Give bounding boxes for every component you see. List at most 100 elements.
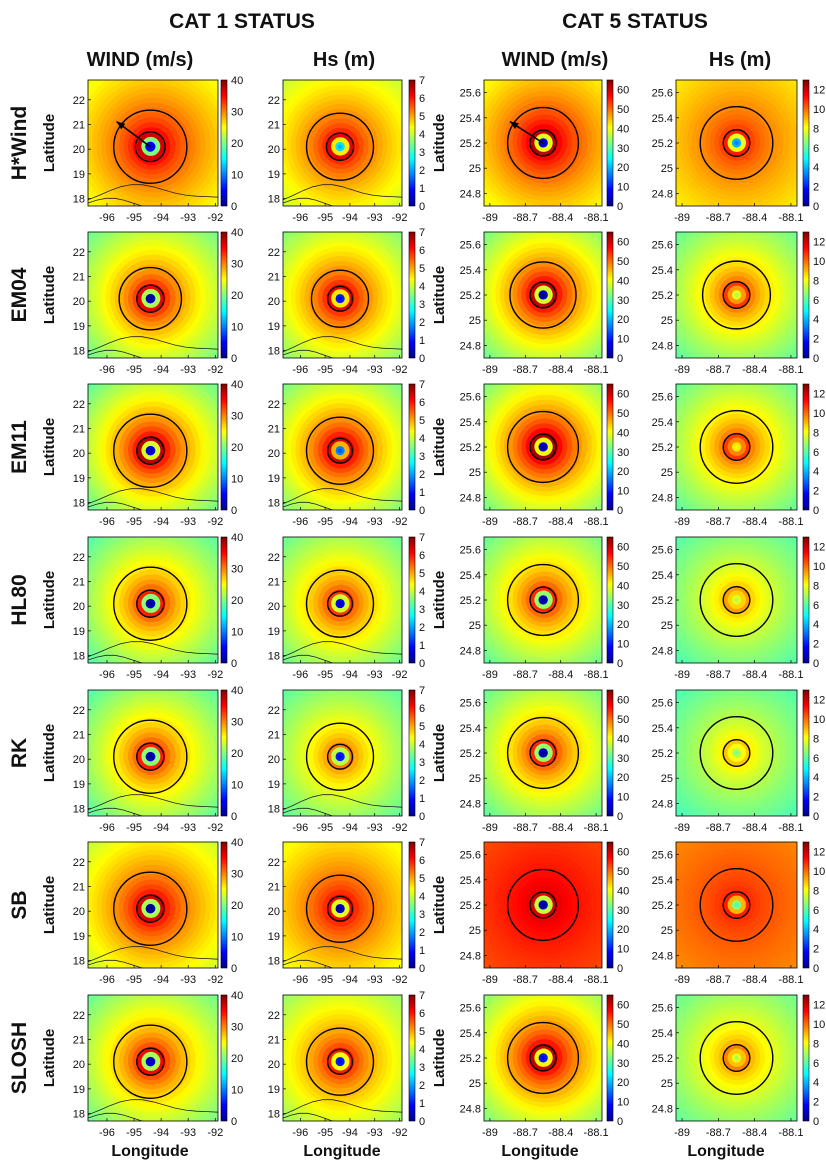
colorbar-tick-label: 40 bbox=[231, 990, 243, 1002]
panel-frame bbox=[282, 536, 403, 664]
x-tick-label: -93 bbox=[180, 822, 196, 834]
x-tick-label: -92 bbox=[207, 364, 223, 376]
colorbar-tick-label: 2 bbox=[813, 486, 819, 498]
colorbar bbox=[606, 841, 614, 969]
colorbar-tick-label: 6 bbox=[419, 397, 425, 409]
colorbar-tick-label: 0 bbox=[419, 811, 425, 823]
x-tick-label: -88.7 bbox=[513, 974, 538, 986]
colorbar-tick-label: 6 bbox=[419, 1008, 425, 1020]
colorbar-tick-label: 4 bbox=[419, 129, 425, 141]
colorbar-tick-label: 7 bbox=[419, 227, 425, 239]
y-tick-label: 25 bbox=[469, 163, 481, 175]
outer-radius-circle bbox=[113, 871, 188, 946]
y-tick-label: 22 bbox=[73, 552, 85, 564]
colorbar-tick-label: 2 bbox=[813, 1097, 819, 1109]
y-axis-label: Latitude bbox=[431, 724, 448, 782]
y-axis-label: Latitude bbox=[431, 114, 448, 172]
storm-eye-core bbox=[734, 1055, 739, 1061]
colorbar-tick-label: 2 bbox=[419, 317, 425, 329]
colorbar-tick-label: 4 bbox=[813, 314, 819, 326]
colorbar-tick-label: 0 bbox=[231, 1116, 237, 1128]
y-tick-label: 25.4 bbox=[460, 265, 481, 277]
y-tick-label: 25.6 bbox=[652, 698, 673, 710]
y-tick-label: 24.8 bbox=[460, 340, 481, 352]
y-tick-label: 25.2 bbox=[652, 595, 673, 607]
y-tick-label: 25 bbox=[469, 1078, 481, 1090]
colorbar-tick-label: 10 bbox=[617, 486, 629, 498]
colorbar-tick-label: 4 bbox=[419, 1044, 425, 1056]
y-tick-label: 25 bbox=[469, 467, 481, 479]
x-tick-label: -96 bbox=[292, 669, 308, 681]
colorbar-tick-label: 0 bbox=[617, 658, 623, 670]
x-axis-label-col2: Longitude bbox=[303, 1143, 380, 1160]
coastline bbox=[283, 946, 402, 963]
colorbar-tick-label: 1 bbox=[419, 945, 425, 957]
y-tick-label: 22 bbox=[73, 95, 85, 107]
y-tick-label: 25.6 bbox=[652, 850, 673, 862]
colorbar-tick-label: 5 bbox=[419, 721, 425, 733]
coastline bbox=[88, 959, 145, 968]
coastline bbox=[283, 184, 402, 201]
x-tick-label: -94 bbox=[153, 822, 169, 834]
y-tick-label: 22 bbox=[268, 247, 280, 259]
y-tick-label: 25 bbox=[661, 773, 673, 785]
colorbar-tick-label: 20 bbox=[617, 1077, 629, 1089]
panel-slosh-col4: 25.6 25.4 25.2 25 24.8-89 -88.7 -88.4 -88.1 12 10… bbox=[652, 994, 825, 1139]
x-tick-label: -95 bbox=[317, 669, 333, 681]
coastline bbox=[88, 501, 145, 510]
x-tick-label: -95 bbox=[317, 364, 333, 376]
panel-sb-col4: 25.6 25.4 25.2 25 24.8-89 -88.7 -88.4 -88.1 12 10… bbox=[652, 841, 825, 986]
x-tick-label: -96 bbox=[99, 974, 115, 986]
colorbar-tick-label: 3 bbox=[419, 451, 425, 463]
x-tick-label: -88.7 bbox=[513, 1127, 538, 1139]
x-tick-label: -88.4 bbox=[548, 212, 573, 224]
x-tick-label: -89 bbox=[482, 822, 498, 834]
x-tick-label: -92 bbox=[392, 364, 408, 376]
colorbar-tick-label: 0 bbox=[231, 201, 237, 213]
coastline bbox=[283, 1099, 402, 1116]
y-tick-label: 19 bbox=[268, 626, 280, 638]
colorbar-tick-label: 0 bbox=[813, 201, 819, 213]
panel-frame bbox=[282, 79, 403, 207]
x-tick-label: -88.4 bbox=[742, 974, 767, 986]
colorbar-tick-label: 20 bbox=[231, 748, 243, 760]
outer-radius-circle bbox=[113, 109, 188, 184]
x-tick-label: -93 bbox=[367, 516, 383, 528]
colorbar-tick-label: 12 bbox=[813, 847, 825, 859]
y-tick-label: 24.8 bbox=[652, 950, 673, 962]
colorbar-tick-label: 40 bbox=[617, 123, 629, 135]
y-tick-label: 18 bbox=[268, 956, 280, 968]
y-tick-label: 25.6 bbox=[460, 698, 481, 710]
panel-hl80-col4: 25.6 25.4 25.2 25 24.8-89 -88.7 -88.4 -88.1 12 10… bbox=[652, 536, 825, 681]
y-tick-label: 25.2 bbox=[652, 900, 673, 912]
colorbar-tick-label: 50 bbox=[617, 866, 629, 878]
storm-track-arrowhead bbox=[509, 121, 519, 130]
x-tick-label: -92 bbox=[392, 212, 408, 224]
y-tick-label: 20 bbox=[73, 601, 85, 613]
colorbar-tick-label: 2 bbox=[419, 1080, 425, 1092]
coastline bbox=[283, 501, 335, 510]
colorbar-tick-label: 4 bbox=[419, 586, 425, 598]
y-tick-label: 19 bbox=[73, 321, 85, 333]
panel-frame bbox=[87, 689, 219, 817]
x-tick-label: -88.1 bbox=[584, 516, 609, 528]
x-tick-label: -88.1 bbox=[778, 364, 803, 376]
colorbar bbox=[220, 536, 228, 664]
storm-eye-core bbox=[540, 292, 546, 298]
x-tick-label: -88.7 bbox=[513, 669, 538, 681]
colorbar-tick-label: 50 bbox=[617, 256, 629, 268]
colorbar-tick-label: 8 bbox=[813, 1038, 819, 1050]
colorbar-tick-label: 7 bbox=[419, 532, 425, 544]
colorbar-tick-label: 10 bbox=[231, 474, 243, 486]
panel-frame bbox=[87, 536, 219, 664]
storm-eye-core bbox=[540, 750, 546, 756]
x-tick-label: -96 bbox=[99, 822, 115, 834]
storm-eye-core bbox=[734, 140, 739, 146]
y-tick-label: 25.4 bbox=[652, 1028, 673, 1040]
colorbar-tick-label: 7 bbox=[419, 379, 425, 391]
panel-em11-col3: 25.6 25.4 25.2 25 24.8-89 -88.7 -88.4 -88.1 Lati… bbox=[431, 383, 629, 528]
colorbar-tick-label: 30 bbox=[617, 143, 629, 155]
panel-rk-col4: 25.6 25.4 25.2 25 24.8-89 -88.7 -88.4 -88.1 12 10… bbox=[652, 689, 825, 834]
x-tick-label: -92 bbox=[392, 974, 408, 986]
